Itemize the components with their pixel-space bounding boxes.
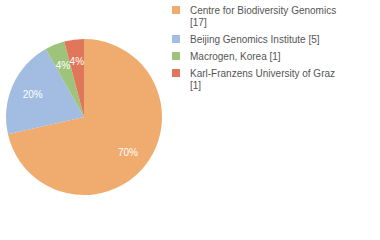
pie <box>6 39 162 195</box>
data-labels: 70% 20% 4%4% <box>23 56 138 158</box>
data-label: 20% <box>23 89 43 100</box>
legend: Centre for Biodiversity Genomics[17] Beij… <box>172 5 336 91</box>
chart-container: 70% 20% 4%4% Centre for Biodiversity Genomi… <box>0 0 380 240</box>
legend-label: Karl-Franzens University of Graz[1] <box>190 68 335 91</box>
data-label: 70% <box>118 147 138 158</box>
chart-svg: 70% 20% 4%4% Centre for Biodiversity Genomi… <box>0 0 380 240</box>
pie-slice <box>64 39 84 117</box>
legend-label: Beijing Genomics Institute [5] <box>190 34 320 45</box>
legend-label: Centre for Biodiversity Genomics[17] <box>190 5 336 28</box>
legend-swatch <box>172 6 180 14</box>
legend-label: Macrogen, Korea [1] <box>190 51 281 62</box>
legend-swatch <box>172 69 180 77</box>
data-label: 4% <box>56 60 71 71</box>
data-label: 4% <box>70 56 85 67</box>
legend-swatch <box>172 35 180 43</box>
legend-swatch <box>172 52 180 60</box>
